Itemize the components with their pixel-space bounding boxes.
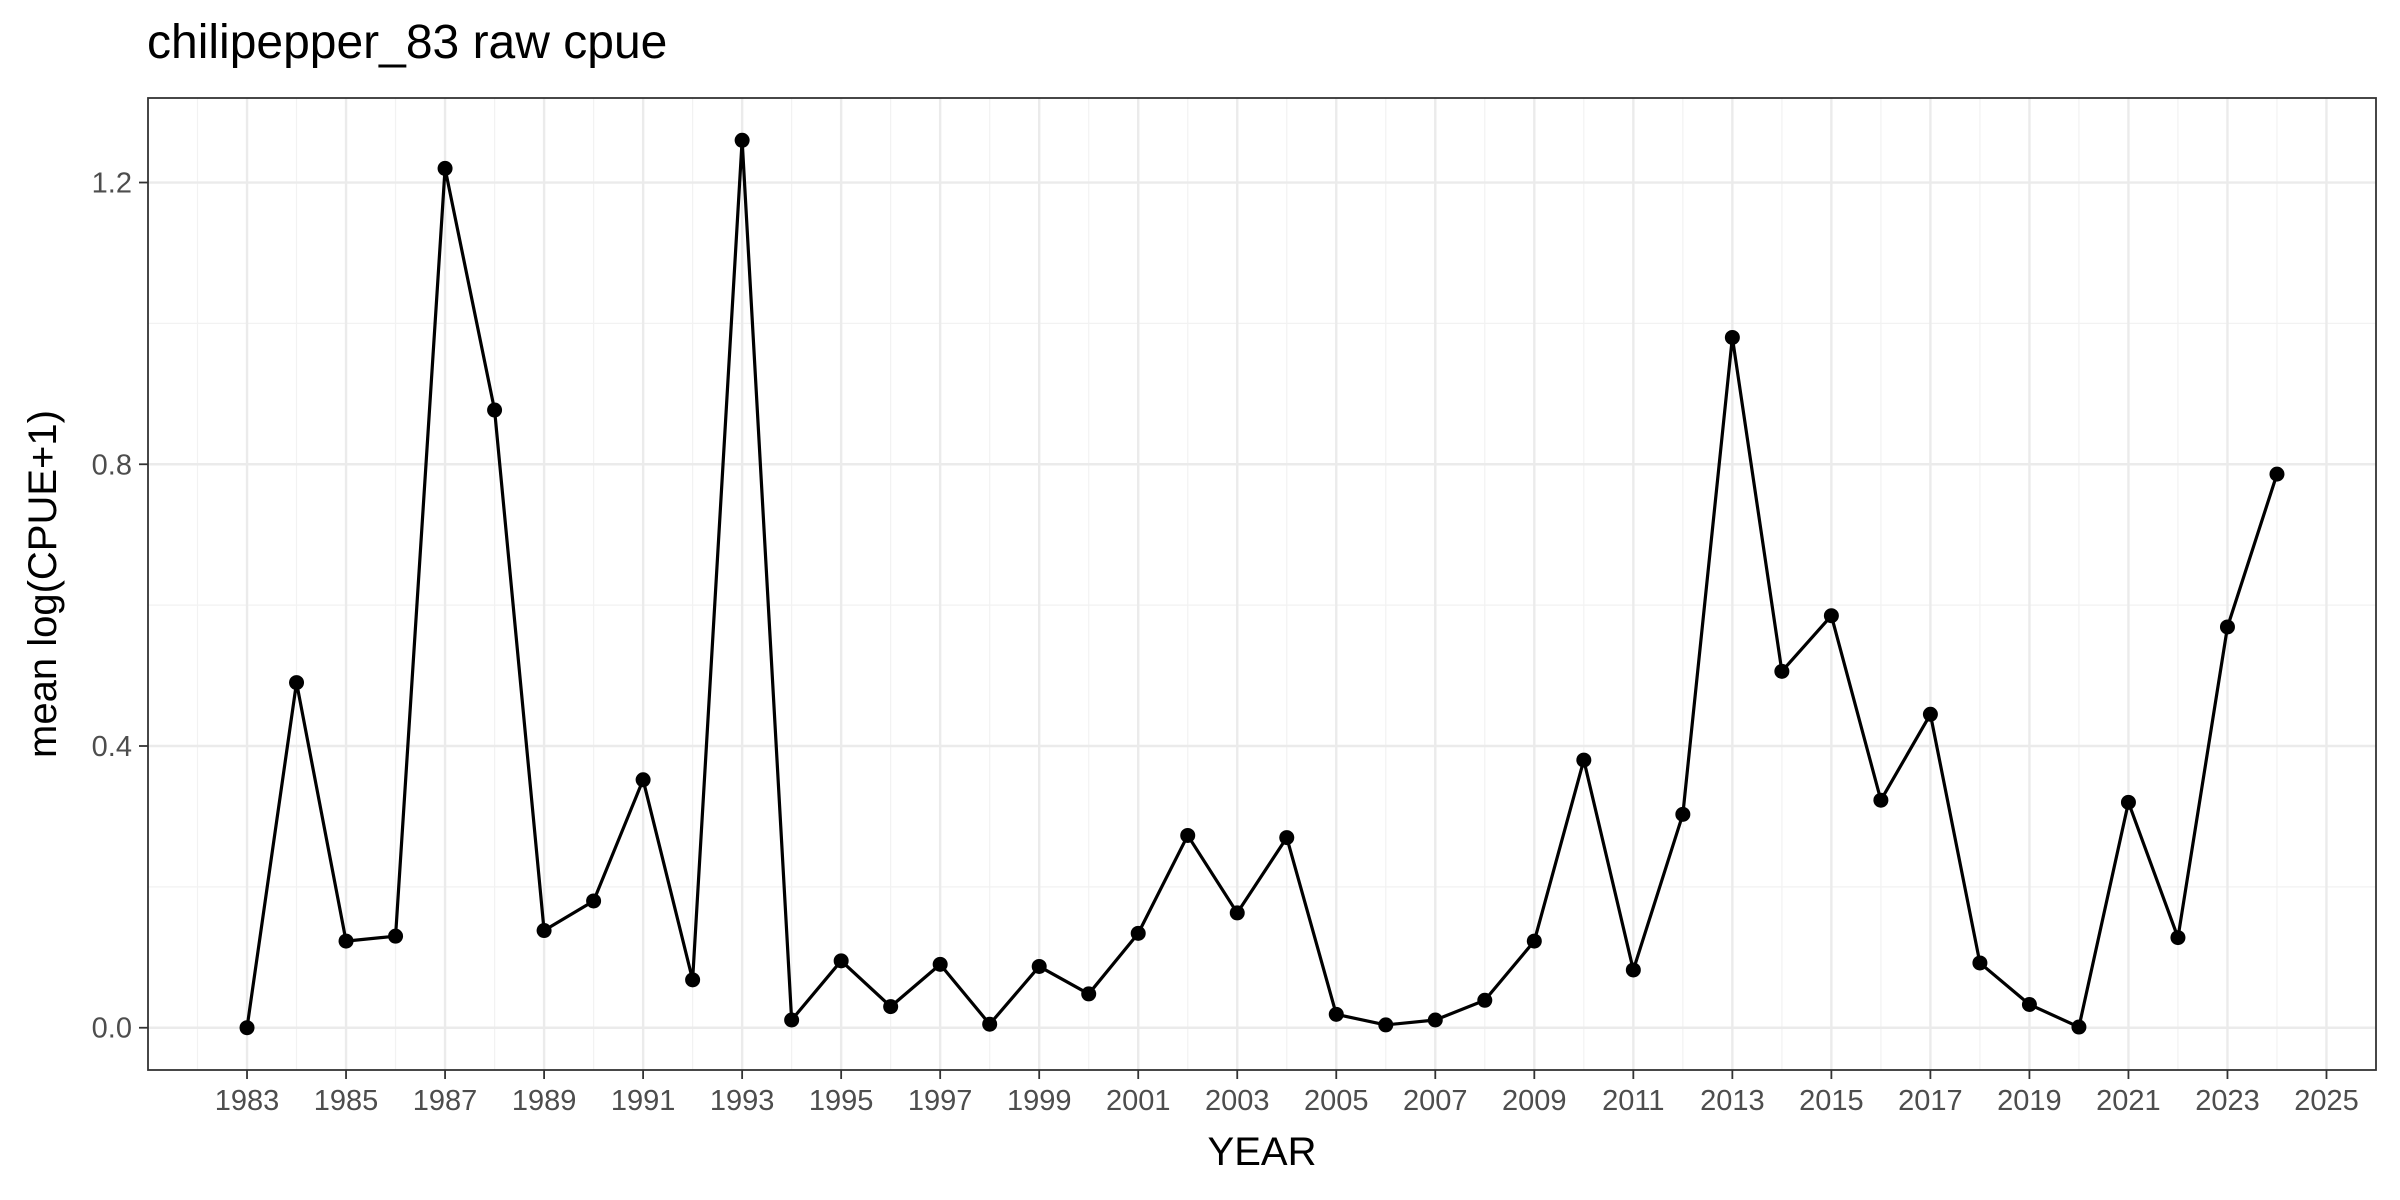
data-point bbox=[1427, 1012, 1443, 1028]
data-point bbox=[1180, 827, 1196, 843]
data-point bbox=[1130, 925, 1146, 941]
y-axis-title: mean log(CPUE+1) bbox=[21, 410, 65, 758]
data-point bbox=[1675, 806, 1691, 822]
data-point bbox=[1774, 663, 1790, 679]
x-tick-label: 1993 bbox=[710, 1085, 775, 1117]
series-line bbox=[245, 138, 2279, 1029]
data-point bbox=[487, 402, 503, 418]
x-tick-label: 2009 bbox=[1502, 1085, 1567, 1117]
y-tick-label: 0.8 bbox=[92, 449, 132, 481]
x-tick-label: 1991 bbox=[611, 1085, 676, 1117]
plot-panel-border bbox=[147, 97, 2377, 1071]
data-point bbox=[1378, 1017, 1394, 1033]
x-tick-label: 2015 bbox=[1799, 1085, 1864, 1117]
data-point bbox=[1477, 992, 1493, 1008]
x-tick-label: 2005 bbox=[1304, 1085, 1369, 1117]
x-tick-label: 2013 bbox=[1700, 1085, 1765, 1117]
data-point bbox=[2170, 930, 2186, 946]
x-tick-label: 2019 bbox=[1997, 1085, 2062, 1117]
minor-gridlines bbox=[148, 98, 2376, 1070]
data-point bbox=[784, 1012, 800, 1028]
data-point bbox=[2071, 1019, 2087, 1035]
data-point bbox=[1922, 706, 1938, 722]
data-point bbox=[1576, 752, 1592, 768]
y-tick-label: 0.4 bbox=[92, 731, 132, 763]
major-gridlines bbox=[148, 98, 2376, 1070]
x-tick-label: 1989 bbox=[512, 1085, 577, 1117]
data-point bbox=[2219, 619, 2235, 635]
data-point bbox=[388, 928, 404, 944]
data-point bbox=[1625, 962, 1641, 978]
y-axis: 0.0 0.4 0.8 1.2 bbox=[92, 168, 148, 1045]
x-axis-title: YEAR bbox=[1208, 1130, 1317, 1174]
data-point bbox=[437, 160, 453, 176]
y-tick-label: 1.2 bbox=[92, 168, 132, 200]
data-point bbox=[1031, 958, 1047, 974]
data-point bbox=[239, 1020, 255, 1036]
x-tick-label: 1985 bbox=[314, 1085, 379, 1117]
data-point bbox=[1328, 1006, 1344, 1022]
data-point bbox=[635, 772, 651, 788]
x-tick-label: 2023 bbox=[2195, 1085, 2260, 1117]
data-point bbox=[932, 956, 948, 972]
x-tick-label: 2021 bbox=[2096, 1085, 2161, 1117]
data-point bbox=[586, 893, 602, 909]
data-point bbox=[685, 972, 701, 988]
chart-title: chilipepper_83 raw cpue bbox=[147, 16, 667, 69]
x-tick-label: 1995 bbox=[809, 1085, 874, 1117]
x-tick-label: 2025 bbox=[2294, 1085, 2359, 1117]
data-point bbox=[833, 953, 849, 969]
x-tick-label: 2007 bbox=[1403, 1085, 1468, 1117]
data-point bbox=[338, 933, 354, 949]
x-tick-label: 1997 bbox=[908, 1085, 973, 1117]
x-tick-label: 2011 bbox=[1602, 1085, 1664, 1117]
data-point bbox=[2120, 794, 2136, 810]
data-point bbox=[536, 923, 552, 939]
y-tick-label: 0.0 bbox=[92, 1013, 132, 1045]
data-point bbox=[1526, 933, 1542, 949]
x-tick-label: 1987 bbox=[413, 1085, 478, 1117]
data-point bbox=[1229, 905, 1245, 921]
x-tick-label: 1983 bbox=[215, 1085, 280, 1117]
data-point bbox=[1972, 955, 1988, 971]
x-axis: 1983 1985 1987 1989 1991 1993 1995 1997 1999 2001… bbox=[215, 1070, 2359, 1117]
x-tick-label: 1999 bbox=[1007, 1085, 1072, 1117]
data-point bbox=[883, 999, 899, 1015]
data-point bbox=[289, 675, 305, 691]
x-tick-label: 2001 bbox=[1106, 1085, 1171, 1117]
data-point bbox=[1724, 329, 1740, 345]
data-point bbox=[2269, 466, 2285, 482]
x-tick-label: 2003 bbox=[1205, 1085, 1270, 1117]
data-point bbox=[1873, 792, 1889, 808]
data-point bbox=[734, 132, 750, 148]
data-point bbox=[1823, 608, 1839, 624]
data-point bbox=[982, 1016, 998, 1032]
data-series bbox=[239, 132, 2285, 1036]
data-point bbox=[1081, 986, 1097, 1002]
data-point bbox=[2021, 996, 2037, 1012]
x-tick-label: 2017 bbox=[1898, 1085, 1963, 1117]
data-point bbox=[1279, 830, 1295, 846]
